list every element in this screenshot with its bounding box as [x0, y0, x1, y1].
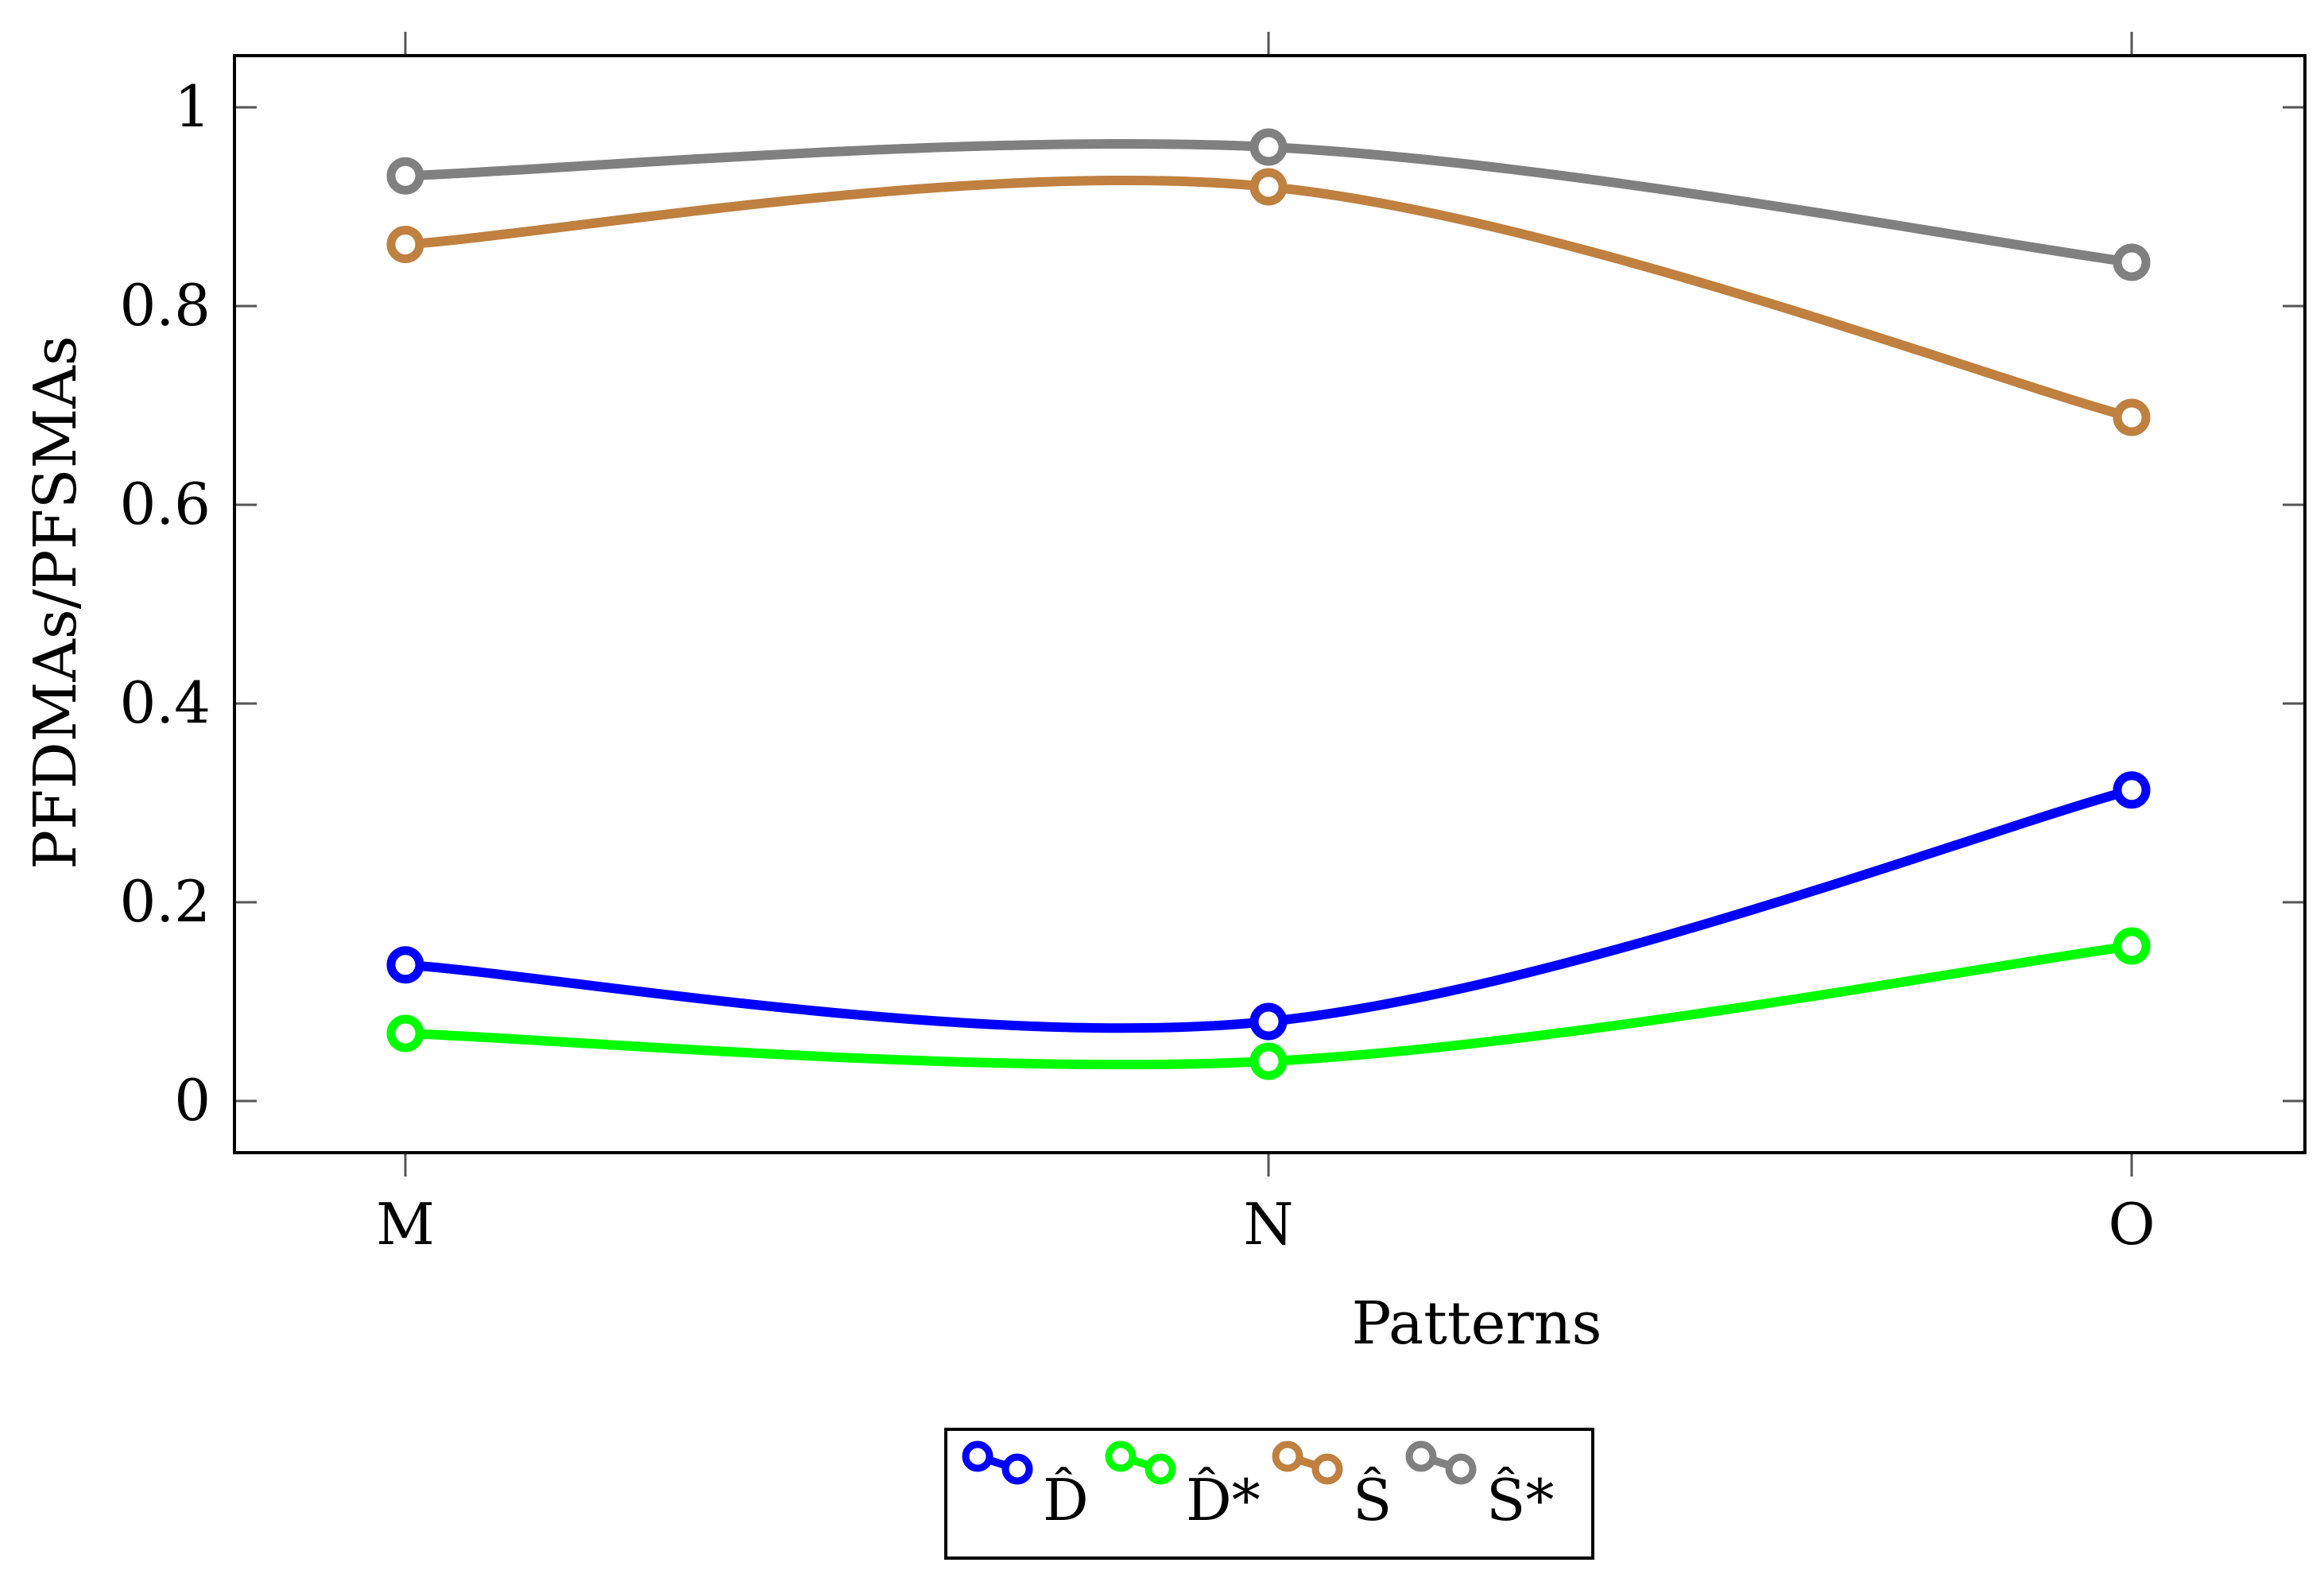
- data-point: [2113, 927, 2151, 965]
- legend-swatch-marker: [1105, 1440, 1137, 1472]
- data-point: [2113, 398, 2151, 436]
- y-tick-label: 0.4: [119, 669, 211, 736]
- legend-entry: Ŝ*: [1405, 1440, 1554, 1533]
- x-tick-label: O: [2108, 1191, 2155, 1258]
- series-layer: [386, 128, 2151, 1080]
- x-tick-label: N: [1244, 1191, 1294, 1258]
- series-line: [401, 785, 2136, 1033]
- legend-label: D̂: [1043, 1466, 1089, 1533]
- data-point: [386, 157, 424, 195]
- y-tick-label: 0: [174, 1067, 211, 1134]
- data-point: [1249, 1042, 1288, 1080]
- y-axis-ticks: 0 0.2 0.4 0.6 0.8 1: [119, 73, 2305, 1134]
- legend-swatch-marker: [1445, 1453, 1477, 1485]
- legend-entry: D̂: [962, 1440, 1089, 1533]
- data-point: [386, 946, 424, 984]
- series-line: [401, 175, 2136, 422]
- data-point: [1249, 1002, 1288, 1041]
- series-1: [386, 771, 2151, 1041]
- series-3: [386, 168, 2151, 436]
- data-point: [386, 1014, 424, 1053]
- legend-swatch-marker: [962, 1440, 994, 1472]
- y-tick-label: 0.8: [119, 272, 211, 339]
- legend-label: Ŝ*: [1486, 1465, 1554, 1533]
- legend-swatch-marker: [1145, 1453, 1176, 1485]
- legend-swatch-marker: [1272, 1440, 1303, 1472]
- data-point: [2113, 771, 2151, 809]
- legend-entry: D̂*: [1105, 1440, 1261, 1533]
- legend: D̂ D̂* Ŝ Ŝ*: [944, 1428, 1594, 1560]
- legend-label: D̂*: [1186, 1466, 1261, 1533]
- data-point: [1249, 168, 1288, 206]
- x-axis-ticks: M N O: [376, 32, 2156, 1258]
- x-axis-label: Patterns: [1352, 1289, 1602, 1358]
- series-2: [386, 927, 2151, 1080]
- legend-swatch-marker: [1001, 1453, 1033, 1485]
- legend-swatch-marker: [1311, 1453, 1343, 1485]
- y-tick-label: 0.6: [119, 471, 211, 537]
- data-point: [1249, 128, 1288, 166]
- data-point: [2113, 243, 2151, 281]
- x-tick-label: M: [376, 1191, 435, 1258]
- legend-label: Ŝ: [1353, 1465, 1392, 1533]
- legend-swatch-marker: [1405, 1440, 1437, 1472]
- data-point: [386, 226, 424, 263]
- legend-entry: Ŝ: [1272, 1440, 1392, 1533]
- plot-frame: [233, 54, 2307, 1154]
- series-4: [386, 128, 2151, 281]
- y-axis-label: PFDMAs/PFSMAs: [21, 335, 90, 870]
- y-tick-label: 0.2: [119, 868, 211, 935]
- y-tick-label: 1: [174, 73, 211, 140]
- legend-box: [944, 1428, 1594, 1560]
